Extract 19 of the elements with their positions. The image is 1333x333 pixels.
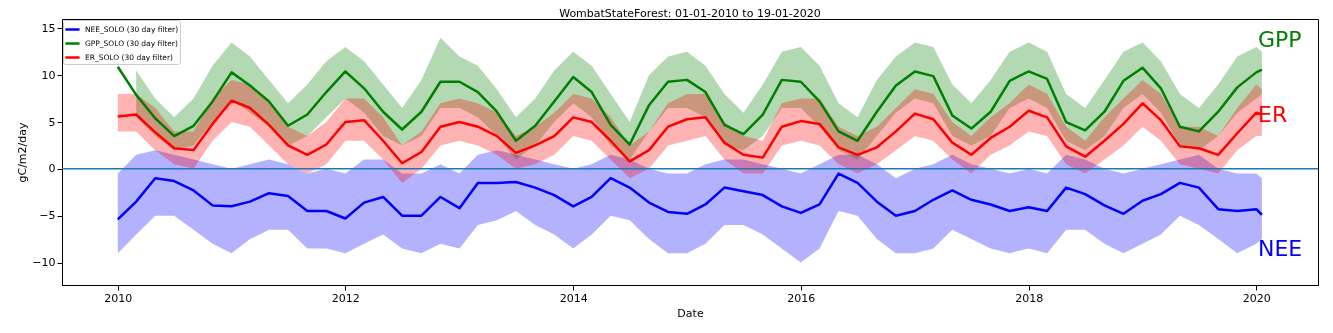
x-tick-label: 2012 xyxy=(331,291,360,305)
y-tick-label: −5 xyxy=(39,209,56,223)
y-axis-title: gC/m2/day xyxy=(16,122,30,183)
chart-title: WombatStateForest: 01-01-2010 to 19-01-2020 xyxy=(559,7,821,20)
y-tick-label: −10 xyxy=(32,256,56,270)
annotation: ER xyxy=(1258,101,1288,127)
y-tick-label: 0 xyxy=(48,162,56,176)
x-tick-label: 2014 xyxy=(559,291,588,305)
annotation: NEE xyxy=(1258,236,1303,262)
line-series xyxy=(116,172,1264,221)
y-tick-label: 5 xyxy=(48,115,56,129)
x-tick-label: 2018 xyxy=(1015,291,1044,305)
y-tick-label: 15 xyxy=(41,21,56,35)
x-tick-label: 2020 xyxy=(1242,291,1271,305)
y-tick-label: 10 xyxy=(41,68,56,82)
x-tick-label: 2016 xyxy=(787,291,816,305)
annotation: GPP xyxy=(1258,26,1302,52)
x-axis-title: Date xyxy=(677,306,704,320)
x-tick-label: 2010 xyxy=(104,291,133,305)
